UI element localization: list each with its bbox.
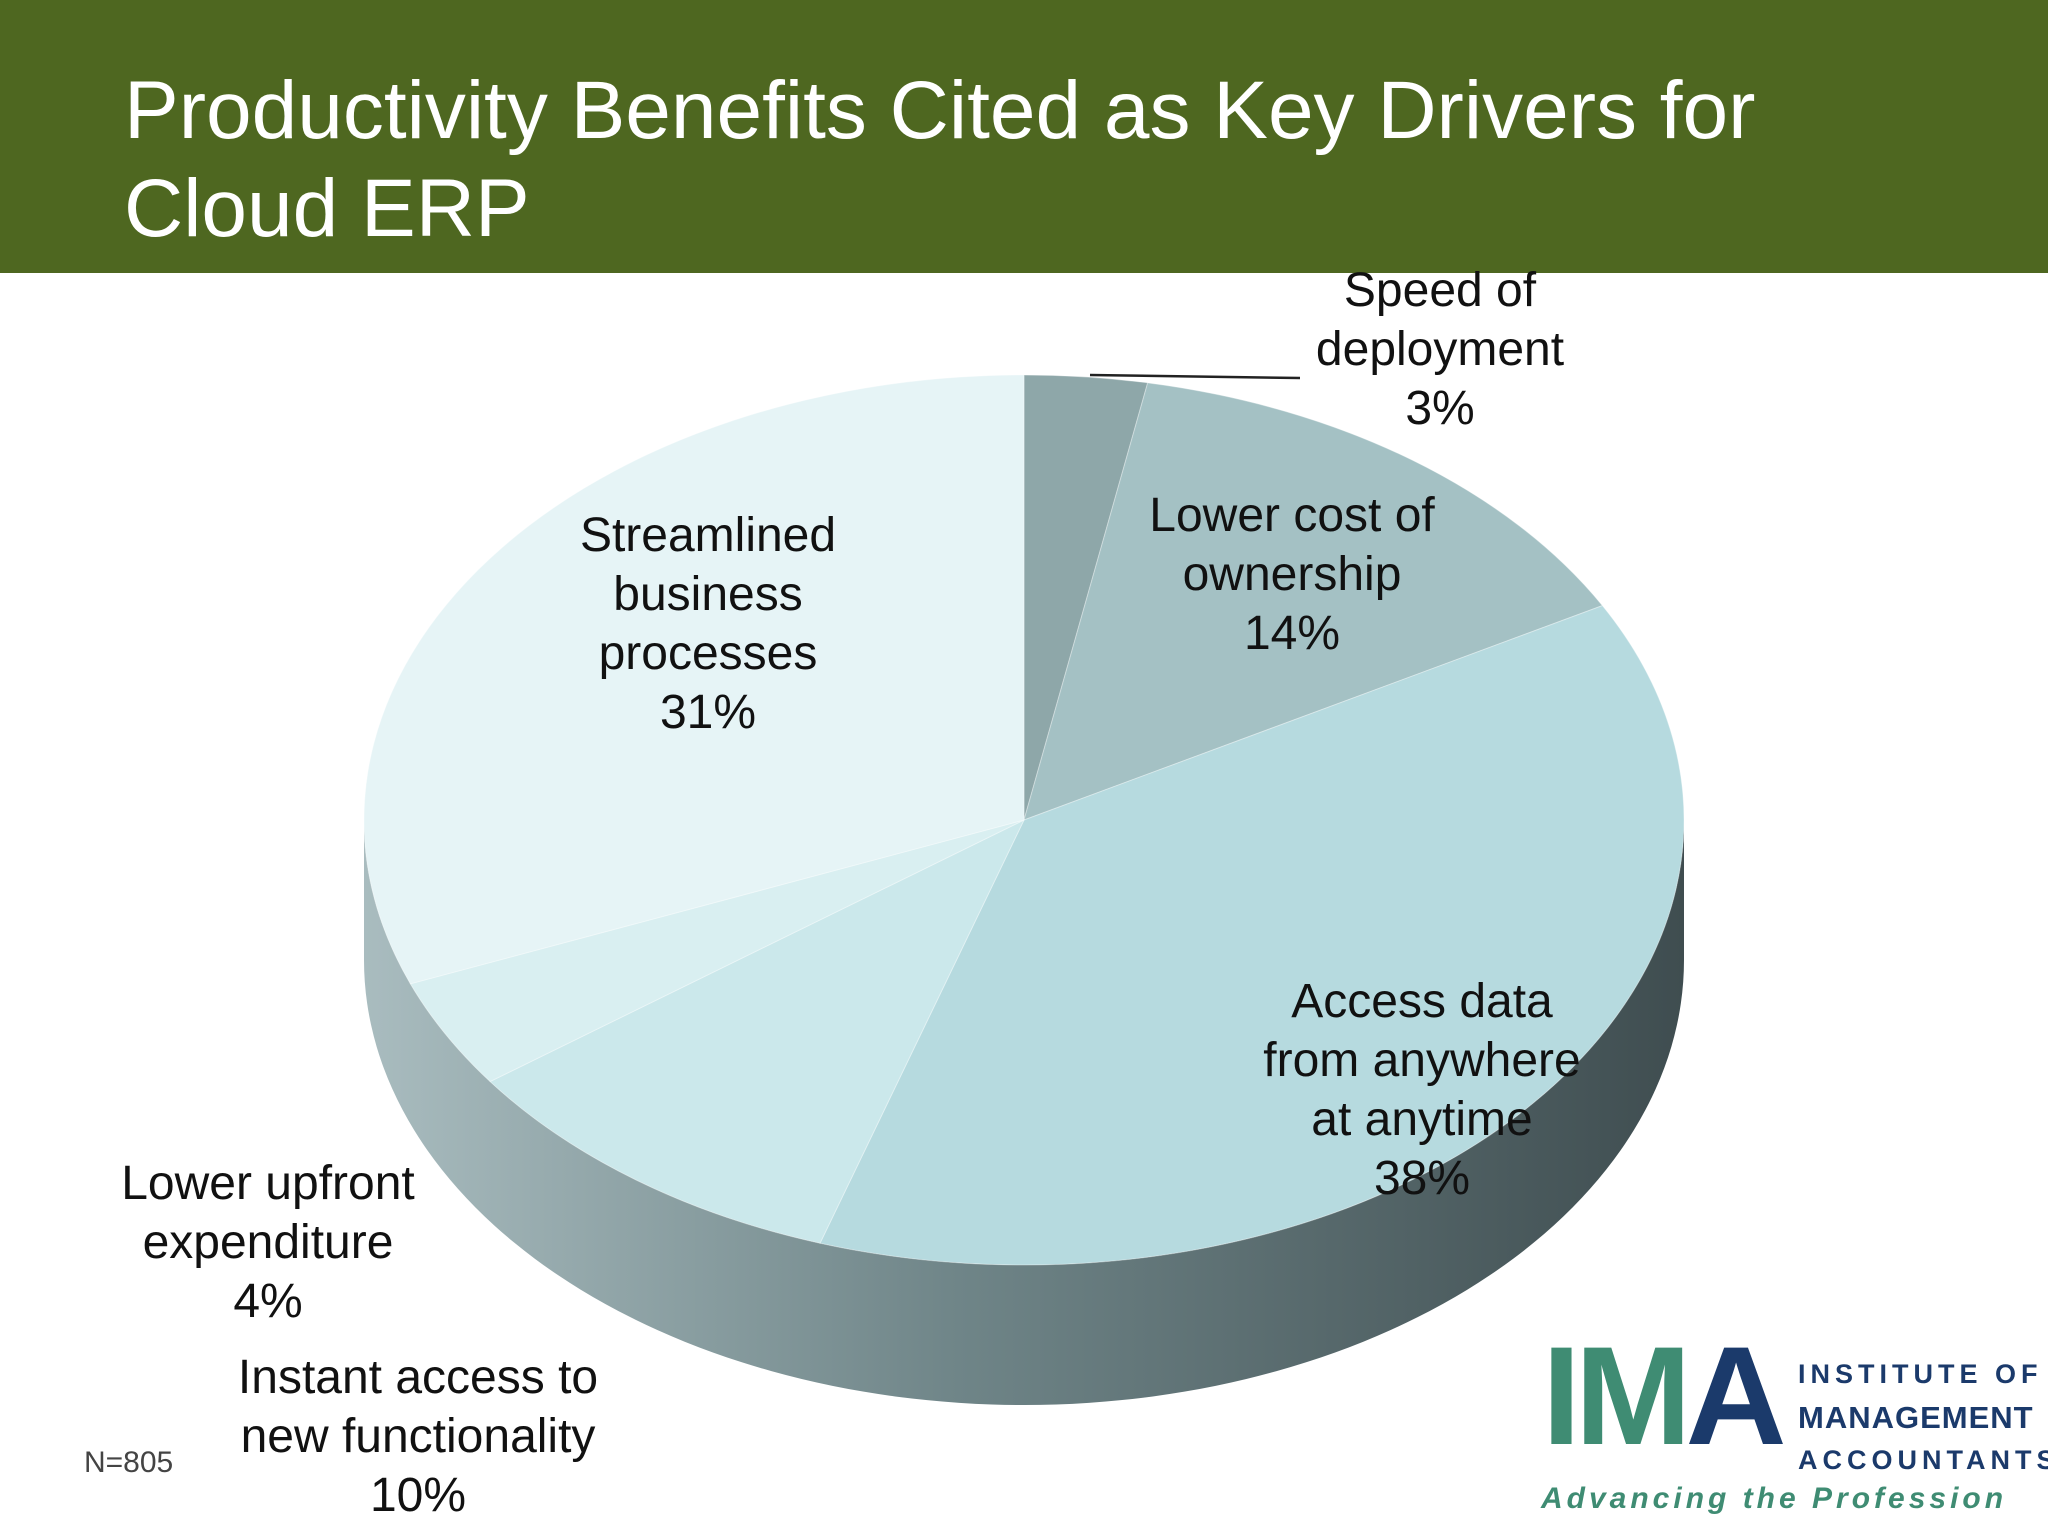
title-line-2: Cloud ERP: [124, 163, 530, 254]
logo-line-2: MANAGEMENT: [1798, 1400, 2034, 1435]
ima-logo: IMA INSTITUTE OF MANAGEMENT ACCOUNTANTS …: [1530, 1317, 2048, 1530]
slice-label-2: Access data from anywhere at anytime 38%: [1263, 975, 1580, 1205]
page-title: Productivity Benefits Cited as Key Drive…: [124, 62, 1924, 258]
pie-slice-0: [1023, 374, 1149, 821]
pie-slice-5: [363, 374, 1025, 985]
title-banner: Productivity Benefits Cited as Key Drive…: [0, 0, 2048, 273]
logo-tagline: Advancing the Profession: [1541, 1482, 2008, 1515]
pie-slice-2: [819, 605, 1685, 1266]
pie-slice-3: [489, 818, 1026, 1244]
slice-label-1: Lower cost of ownership 14%: [1149, 489, 1435, 660]
logo-line-3: ACCOUNTANTS: [1798, 1445, 2048, 1475]
slice-label-4: Lower upfront expenditure 4%: [121, 1157, 415, 1328]
title-line-1: Productivity Benefits Cited as Key Drive…: [124, 65, 1756, 156]
sample-size-note: N=805: [84, 1446, 174, 1479]
slice-label-3: Instant access to new functionality 10%: [238, 1351, 598, 1522]
pie-slice-1: [1023, 382, 1604, 821]
slice-label-0: Speed of deployment 3%: [1316, 264, 1564, 435]
pie-slice-4: [409, 819, 1025, 1083]
slice-label-5: Streamlined business processes 31%: [580, 509, 836, 739]
logo-line-1: INSTITUTE OF: [1798, 1359, 2043, 1389]
leader-line-0: [1089, 373, 1301, 380]
pie-side-rim: [364, 820, 1684, 1405]
ima-logo-mark: IMA: [1542, 1317, 1787, 1474]
